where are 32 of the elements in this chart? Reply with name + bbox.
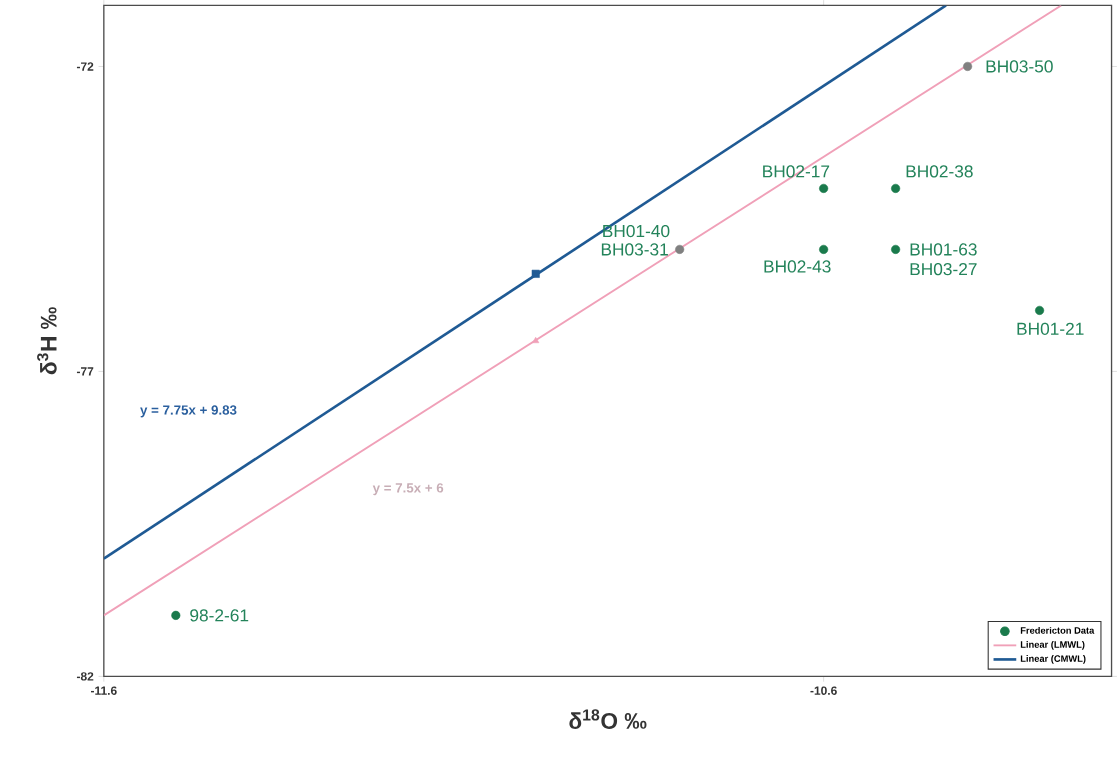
legend-label: Fredericton Data: [1020, 626, 1095, 634]
annotation: BH01-63: [910, 243, 977, 256]
annotation: BH03-31: [601, 243, 668, 256]
point: [891, 244, 901, 254]
point: [531, 269, 540, 278]
point: [532, 336, 540, 344]
point: [819, 244, 829, 254]
y-tick-label: -72: [76, 62, 94, 71]
annotation: BH02-43: [764, 260, 831, 273]
point: [171, 610, 181, 620]
point: [891, 183, 901, 194]
point: [819, 183, 829, 194]
annotation: BH03-27: [910, 263, 977, 276]
legend-label: Linear (CMWL): [1020, 655, 1086, 664]
x-tick-label: -11.6: [90, 686, 117, 695]
annotation: y = 7.5x + 6: [372, 483, 444, 496]
annotation: BH02-17: [763, 165, 830, 178]
annotation: BH01-40: [603, 224, 670, 238]
point: [1035, 305, 1045, 315]
annotation: BH01-21: [1017, 322, 1084, 335]
annotation: 98-2-61: [190, 609, 249, 622]
annotation: BH03-50: [986, 60, 1053, 73]
point: [963, 61, 973, 72]
point: [675, 244, 685, 254]
annotation: BH02-38: [906, 165, 973, 178]
annotation: y = 7.75x + 9.83: [140, 405, 237, 418]
y-tick-label: -77: [76, 367, 94, 376]
x-axis-title: δ$^{18}$O ‰: [569, 709, 647, 730]
x-tick-label: -10.6: [810, 686, 837, 695]
y-axis-title: δ$^{3}$H ‰: [37, 307, 57, 375]
legend-label: Linear (LMWL): [1020, 641, 1085, 650]
y-tick-label: -82: [76, 672, 94, 681]
